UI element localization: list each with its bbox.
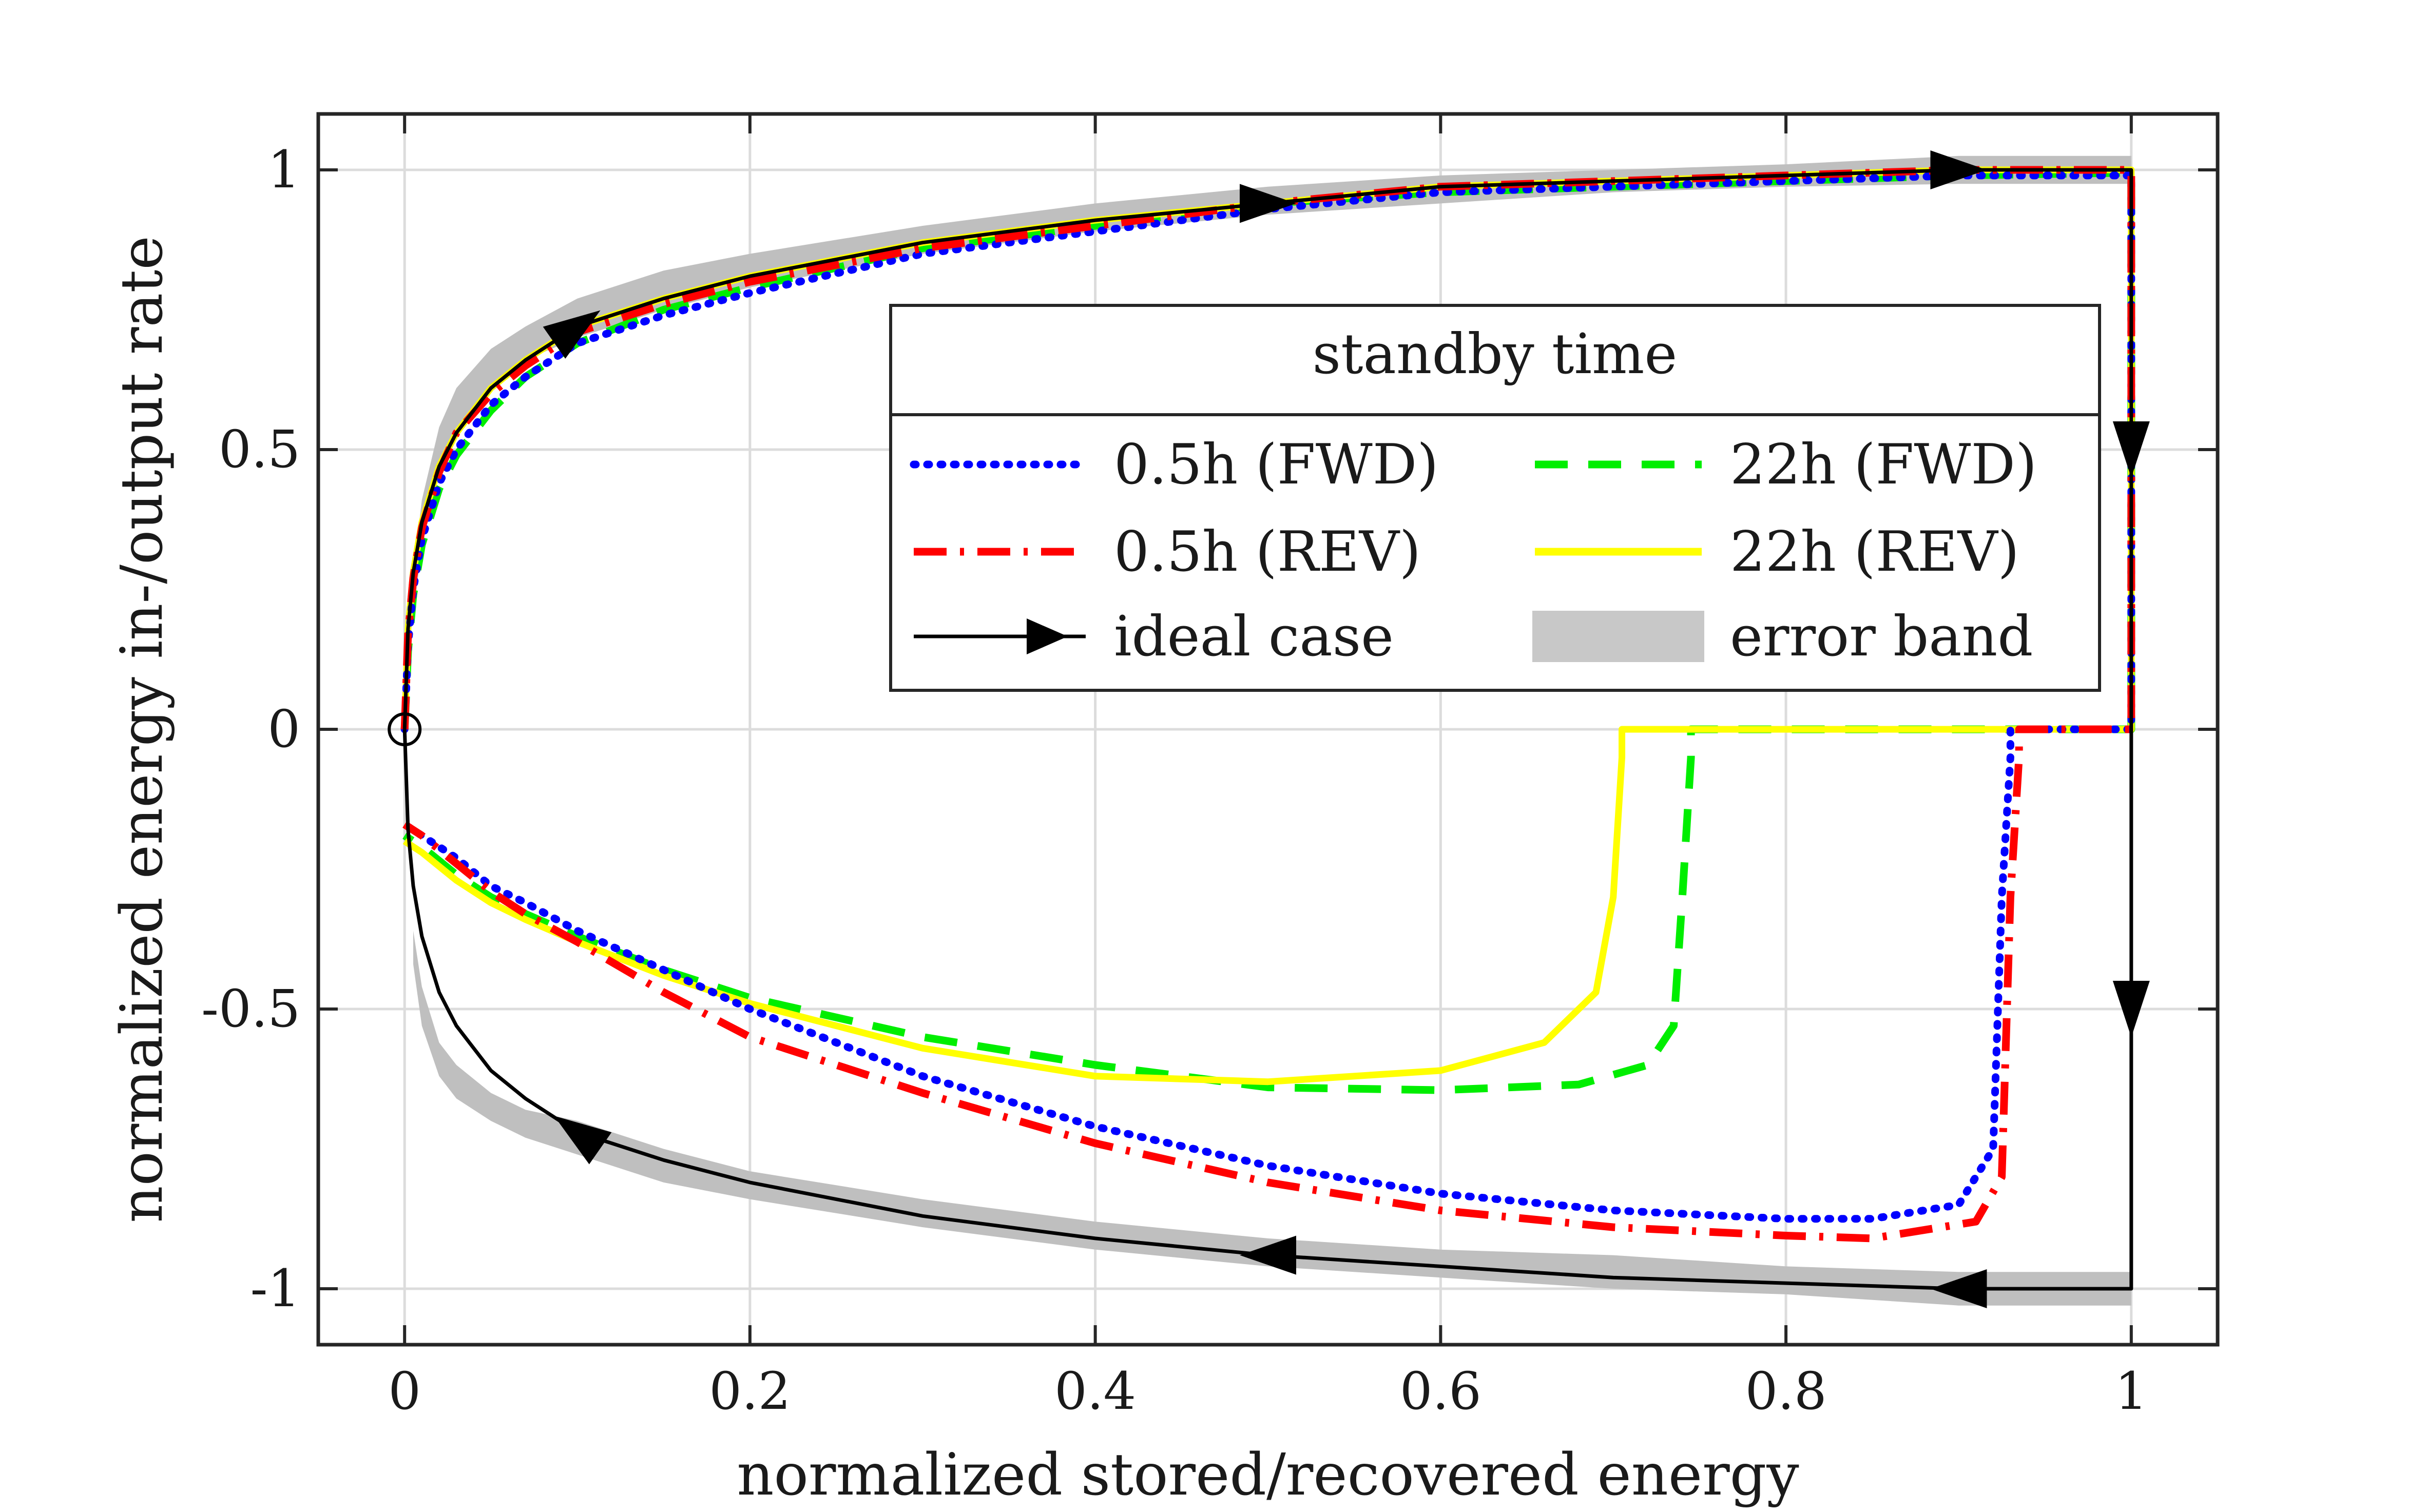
- y-tick-label: -1: [251, 1258, 300, 1319]
- x-tick-label: 1: [2115, 1361, 2148, 1421]
- x-tick-label: 0.6: [1400, 1361, 1481, 1421]
- y-axis-label: normalized energy in-/output rate: [109, 236, 176, 1223]
- legend-label-ideal: ideal case: [1114, 605, 1394, 669]
- x-tick-label: 0.2: [709, 1361, 791, 1421]
- legend-label-rev22: 22h (REV): [1730, 520, 2019, 584]
- direction-arrow-group: [554, 1116, 612, 1165]
- direction-arrow-icon: [543, 310, 601, 359]
- legend: standby time 0.5h (FWD) 22h (FWD) 0.5h (…: [889, 304, 2101, 692]
- y-tick-label: 0: [267, 699, 300, 759]
- legend-label-rev05: 0.5h (REV): [1114, 520, 1421, 584]
- direction-arrow-icon: [2112, 981, 2150, 1037]
- legend-label-fwd22: 22h (FWD): [1730, 433, 2037, 497]
- legend-label-band: error band: [1730, 605, 2033, 669]
- series-line-rev05: [400, 166, 2135, 1243]
- x-tick-label: 0: [388, 1361, 421, 1421]
- x-tick-label: 0.4: [1054, 1361, 1136, 1421]
- direction-arrows: [388, 150, 2150, 1308]
- origin-marker: [388, 712, 422, 746]
- error-band-discharge: [413, 931, 2131, 1306]
- x-axis-label: normalized stored/recovered energy: [737, 1442, 1799, 1508]
- tick-labels: 0 0.2 0.4 0.6 0.8 1 1 0.5 0 -0.5 -1: [201, 140, 2147, 1421]
- direction-arrow-icon: [554, 1116, 612, 1165]
- direction-arrow-icon: [1240, 1235, 1296, 1275]
- y-tick-label: -0.5: [201, 979, 300, 1039]
- legend-label-fwd05: 0.5h (FWD): [1114, 433, 1438, 497]
- direction-arrow-icon: [1930, 150, 1987, 189]
- legend-swatch-band: [1532, 611, 1704, 662]
- axis-ticks: [318, 114, 2218, 1345]
- direction-arrow-group: [543, 310, 601, 359]
- legend-ideal-arrow-icon: [1027, 618, 1068, 654]
- direction-arrow-icon: [2112, 421, 2150, 478]
- y-tick-label: 0.5: [219, 419, 300, 479]
- series-line-ideal: [402, 168, 2133, 1291]
- x-tick-label: 0.8: [1745, 1361, 1827, 1421]
- legend-box: [889, 304, 2101, 692]
- error-bands: [413, 156, 2131, 1306]
- direction-arrow-icon: [1930, 1269, 1987, 1308]
- direction-arrow-icon: [1240, 184, 1296, 223]
- legend-title: standby time: [1313, 322, 1678, 386]
- y-tick-label: 1: [267, 140, 300, 200]
